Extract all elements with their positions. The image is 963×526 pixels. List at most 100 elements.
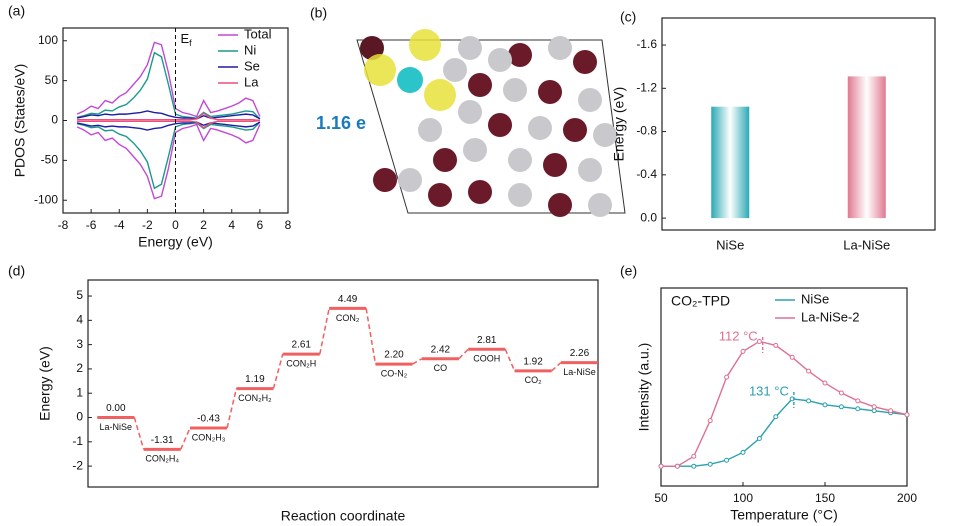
atom — [528, 116, 552, 140]
atom — [508, 183, 532, 207]
point — [904, 412, 910, 418]
fermi-label: Ef — [181, 31, 193, 48]
x-tick-label: 200 — [897, 491, 917, 505]
legend-label: La — [244, 74, 259, 89]
x-tick-label: -8 — [58, 218, 69, 232]
panel: (c) 0.0 -0.4 -0.8 -1.2 -1.6 Energy (eV) NiSe La-… — [611, 9, 936, 252]
peak-label: 112 °C — [719, 328, 758, 343]
value-label: 0.00 — [106, 403, 126, 414]
value-label: 2.42 — [431, 344, 451, 355]
series-line — [76, 41, 261, 118]
atom — [573, 50, 597, 74]
atom — [488, 48, 512, 72]
x-tick-label: 0 — [172, 218, 179, 232]
y-tick-label: 3 — [76, 337, 83, 351]
charge-annotation: 1.16 e — [316, 113, 366, 133]
plot-frame — [661, 17, 936, 231]
bar — [711, 106, 750, 219]
point — [724, 374, 730, 380]
atom — [548, 193, 572, 217]
level-label: CON₂ — [336, 313, 360, 323]
point — [871, 404, 877, 410]
point — [806, 368, 812, 374]
atom — [373, 168, 397, 192]
point — [855, 406, 861, 412]
series-line — [77, 112, 260, 122]
y-tick-label: 100 — [38, 33, 58, 47]
x-axis-label: Energy (eV) — [138, 234, 213, 250]
y-tick-label: -1 — [72, 434, 83, 448]
x-axis-label: Reaction coordinate — [281, 508, 406, 524]
x-tick-label: 4 — [228, 218, 235, 232]
value-label: -0.43 — [197, 414, 220, 425]
atom — [578, 158, 602, 182]
structure-panel: (b) 1.16 e — [310, 5, 626, 217]
y-tick-label: 4 — [76, 313, 83, 327]
point — [691, 453, 697, 459]
atom — [468, 180, 492, 204]
value-label: 2.26 — [570, 348, 590, 359]
panel-label: (c) — [620, 9, 636, 25]
point — [707, 418, 713, 424]
chart-title: CO₂-TPD — [671, 293, 730, 309]
panel-label: (b) — [310, 5, 327, 21]
level-label: CO-N₂ — [381, 368, 408, 378]
panel-label: (a) — [8, 3, 25, 19]
atom — [443, 58, 467, 82]
connector — [133, 417, 145, 450]
plot-frame — [660, 287, 908, 487]
value-label: 1.19 — [245, 374, 265, 385]
atom — [397, 67, 423, 93]
fermi-symbol: E — [181, 31, 190, 46]
level-label: La-NiSe — [100, 422, 133, 432]
value-label: 1.92 — [523, 357, 543, 368]
panel-label: (e) — [620, 263, 637, 279]
y-axis-label: Intensity (a.u.) — [636, 343, 652, 432]
series-line — [76, 51, 261, 120]
atom — [433, 148, 457, 172]
y-tick-label: 0 — [76, 410, 83, 424]
connector — [180, 427, 191, 450]
atom — [548, 36, 572, 60]
y-tick-label: -1.2 — [636, 80, 657, 94]
atom — [593, 123, 617, 147]
point — [822, 380, 828, 386]
connector — [504, 348, 516, 372]
value-label: -1.31 — [151, 435, 174, 446]
point — [871, 408, 877, 414]
y-tick-label: 2 — [76, 361, 83, 375]
y-tick-label: 0 — [51, 113, 58, 127]
level-label: CON₂H₂ — [238, 393, 272, 403]
x-tick-label: NiSe — [716, 237, 744, 252]
point — [806, 398, 812, 404]
atom — [409, 29, 441, 61]
atom — [543, 153, 567, 177]
level-label: COOH — [473, 354, 500, 364]
atom — [364, 54, 396, 86]
y-tick-label: -50 — [41, 153, 59, 167]
connector — [319, 308, 330, 355]
point — [773, 342, 779, 348]
x-tick-label: -2 — [142, 218, 153, 232]
connector — [272, 353, 284, 389]
legend-label: Total — [244, 26, 272, 41]
point — [707, 461, 713, 467]
atom — [488, 113, 512, 137]
level-label: CO — [434, 363, 448, 373]
x-tick-label: -6 — [86, 218, 97, 232]
value-label: 4.49 — [338, 294, 358, 305]
point — [740, 348, 746, 354]
atom — [503, 78, 527, 102]
connector — [551, 362, 562, 372]
panel: (a) -100 -50 0 50 100 -8 -6 -4 -2 0 2 4 6 8 Energy (eV)… — [8, 3, 292, 250]
atom — [508, 43, 532, 67]
atom — [360, 36, 384, 60]
level-label: CON₂H — [286, 358, 316, 368]
x-tick-label: 50 — [654, 491, 668, 505]
level-label: CO₂ — [525, 375, 543, 385]
y-axis-label: Energy (eV) — [37, 346, 53, 421]
atom — [578, 88, 602, 112]
y-axis-label: Energy (eV) — [611, 87, 627, 162]
point — [838, 390, 844, 396]
